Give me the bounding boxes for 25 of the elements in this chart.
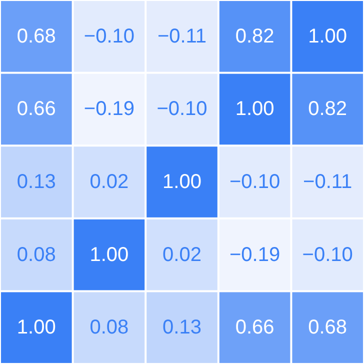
data-label: 0.13: [162, 316, 202, 339]
data-label: 0.68: [308, 316, 348, 339]
data-label: −0.10: [156, 98, 208, 120]
data-label: −0.11: [303, 171, 352, 193]
data-label: 0.82: [235, 25, 274, 48]
data-label: 0.82: [308, 98, 348, 120]
data-label: −0.10: [302, 244, 353, 266]
data-label: 0.02: [162, 244, 202, 266]
data-label: −0.19: [229, 244, 280, 266]
data-label: 1.00: [90, 244, 129, 266]
data-label: 0.68: [16, 25, 56, 48]
data-label: 1.00: [235, 98, 274, 120]
data-label: 1.00: [162, 171, 202, 193]
data-label: −0.19: [84, 98, 135, 120]
data-label: 1.00: [16, 316, 56, 339]
data-label: −0.10: [84, 25, 135, 48]
data-label: 0.66: [235, 316, 274, 339]
data-label: 0.02: [90, 171, 129, 193]
data-label: 0.13: [16, 171, 56, 193]
data-label: −0.11: [157, 25, 207, 48]
data-label: −0.10: [229, 171, 280, 193]
data-label: 0.08: [16, 244, 56, 266]
data-label: 0.08: [90, 316, 129, 339]
data-label: 1.00: [308, 25, 348, 48]
data-label: 0.66: [16, 98, 56, 120]
